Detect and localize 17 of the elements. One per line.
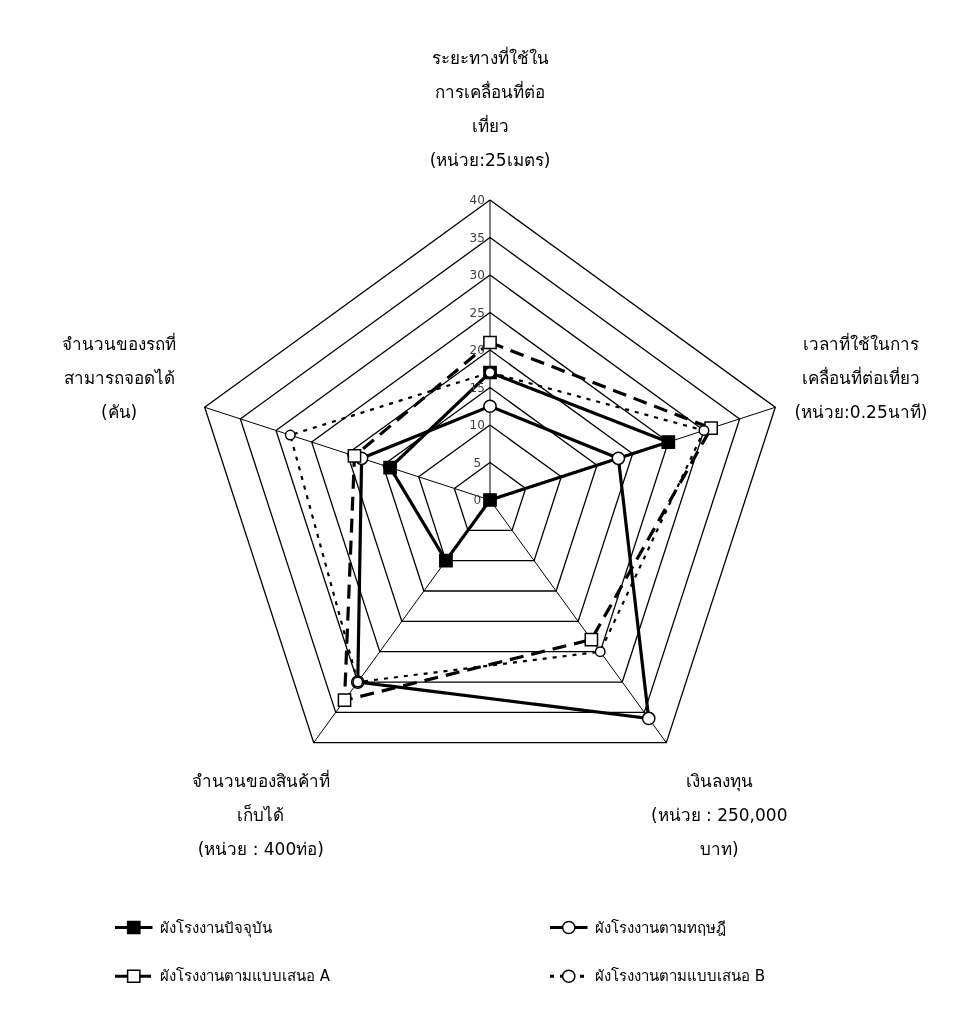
y-tick-label: 30	[469, 268, 485, 282]
y-tick-label: 25	[469, 305, 485, 320]
y-tick-label: 5	[473, 455, 482, 470]
legend-label: ผังโรงงานตามทฤษฎี	[595, 918, 726, 937]
spoke-label: ระยะทางที่ใช้ใน การเคลื่อนที่ต่อ เที่ยว (หน่วย:25เมตร)	[429, 46, 551, 170]
spoke-label: เงินลงทุน (หน่วย : 250,000 บาท)	[651, 770, 788, 859]
legend-label: ผังโรงงานตามแบบเสนอ B	[595, 967, 766, 986]
y-tick-label: 40	[469, 193, 485, 207]
y-tick-label: 20	[469, 343, 485, 357]
legend-label: ผังโรงงานปัจจุบัน	[160, 918, 272, 938]
y-tick-label: 35	[469, 230, 485, 245]
legend-label: ผังโรงงานตามแบบเสนอ A	[160, 967, 331, 986]
spoke-label: จำนวนของสินค้าที่ เก็บได้ (หน่วย : 400ท่อ)	[191, 768, 330, 859]
y-tick-label: 0	[473, 493, 482, 507]
spoke-label: เวลาที่ใช้ในการ เคลื่อนที่ต่อเที่ยว (หน่วย:0.25นาที)	[794, 332, 928, 423]
y-tick-label: 10	[469, 418, 485, 432]
spoke-label: จำนวนของรถที่ สามารถจอดได้ (คัน)	[62, 332, 177, 423]
